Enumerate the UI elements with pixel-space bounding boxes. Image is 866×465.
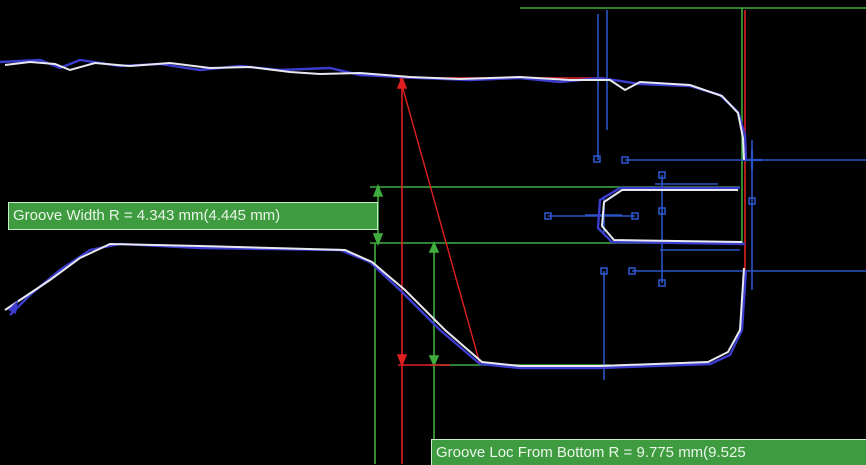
blue-handle-1	[593, 155, 601, 163]
red-diagonal-line	[399, 77, 481, 365]
width-arrow-top	[372, 183, 384, 197]
groove-loc-label[interactable]: Groove Loc From Bottom R = 9.775 mm(9.52…	[431, 439, 866, 465]
red-arrow-top	[396, 75, 408, 89]
blue-handle-9	[628, 267, 636, 275]
width-arrow-bottom	[372, 233, 384, 247]
blue-handle-4	[631, 212, 639, 220]
blue-handle-7	[658, 279, 666, 287]
loc-arrow-bottom	[428, 355, 440, 367]
groove-width-label[interactable]: Groove Width R = 4.343 mm(4.445 mm)	[8, 202, 378, 230]
measured-profile-trace	[4, 60, 745, 367]
blue-handle-3	[544, 212, 552, 220]
blue-handle-5	[658, 171, 666, 179]
blue-handle-6	[658, 207, 666, 215]
profile-end-arrow	[8, 300, 18, 314]
blue-handle-8	[600, 267, 608, 275]
blue-construction-lines	[544, 10, 866, 380]
blue-handle-2	[621, 156, 629, 164]
loc-arrow-top	[428, 241, 440, 253]
red-arrow-bottom	[396, 354, 408, 368]
blue-handle-10	[748, 197, 756, 205]
green-dimension-lines	[370, 7, 866, 464]
